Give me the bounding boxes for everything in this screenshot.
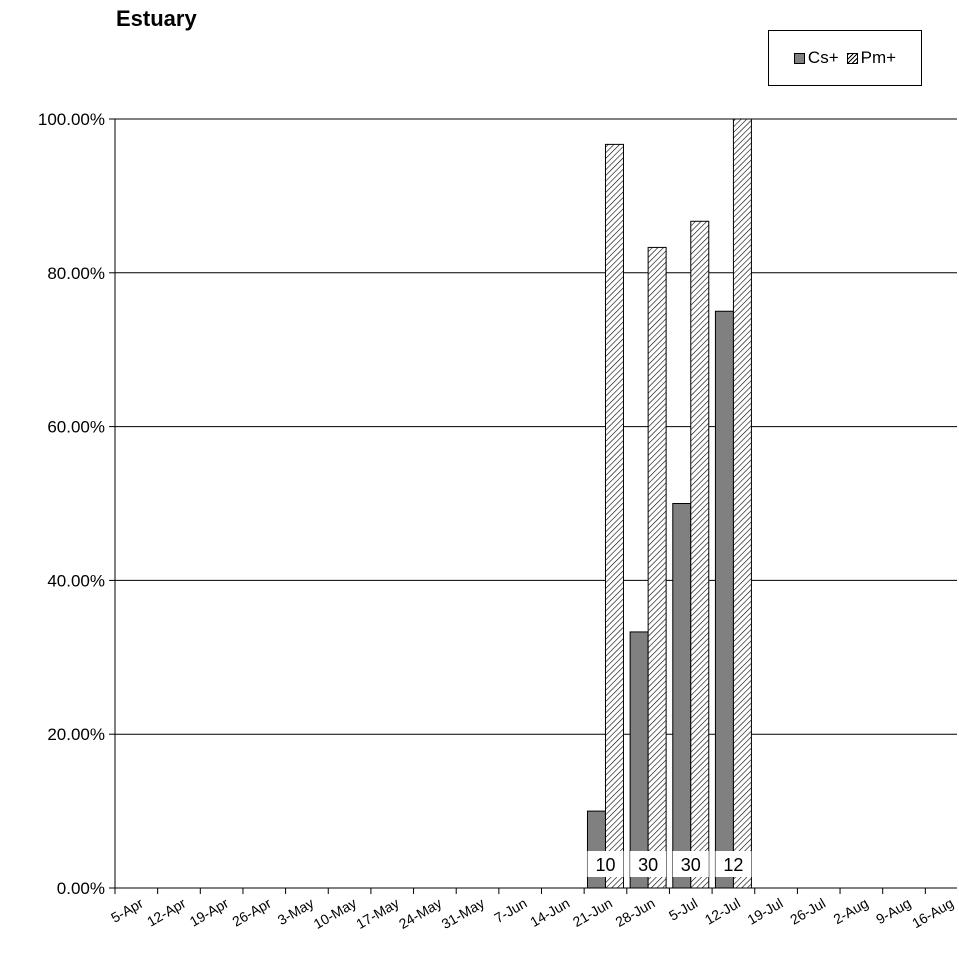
- x-tick-label: 7-Jun: [491, 895, 529, 926]
- x-tick-label: 2-Aug: [831, 895, 871, 928]
- x-tick-label: 5-Jul: [666, 895, 700, 924]
- x-tick-label: 12-Apr: [144, 895, 189, 930]
- x-tick-label: 5-Apr: [108, 895, 146, 926]
- chart-title: Estuary: [116, 6, 197, 31]
- y-tick-label: 60.00%: [47, 418, 105, 437]
- x-tick-label: 21-Jun: [570, 895, 615, 930]
- x-tick-label: 26-Jul: [787, 895, 828, 928]
- legend-swatch-pm: [846, 52, 858, 64]
- x-tick-label: 16-Aug: [909, 895, 956, 931]
- legend-swatch-cs: [793, 52, 805, 64]
- x-tick-label: 31-May: [439, 895, 487, 932]
- sample-size-box: [672, 851, 709, 877]
- x-tick-label: 28-Jun: [613, 895, 658, 930]
- x-tick-label: 9-Aug: [873, 895, 913, 928]
- bar-pm: [647, 246, 667, 889]
- bar-pm: [732, 118, 752, 889]
- legend-item-cs: Cs+: [793, 48, 839, 68]
- bar-pm: [604, 143, 624, 889]
- bar-cs: [629, 631, 649, 889]
- legend-item-pm: Pm+: [846, 48, 897, 68]
- x-tick-label: 17-May: [353, 895, 401, 932]
- sample-size-label: 30: [638, 855, 658, 875]
- x-tick-label: 12-Jul: [702, 895, 743, 928]
- y-tick-label: 40.00%: [47, 571, 105, 590]
- y-tick-label: 20.00%: [47, 725, 105, 744]
- legend-label-pm: Pm+: [860, 48, 897, 67]
- x-tick-label: 24-May: [396, 895, 444, 932]
- x-tick-label: 14-Jun: [527, 895, 572, 930]
- x-tick-label: 10-May: [311, 895, 359, 932]
- bar-cs: [714, 310, 734, 889]
- x-tick-label: 26-Apr: [229, 895, 274, 930]
- sample-size-box: [715, 851, 752, 877]
- y-tick-label: 100.00%: [38, 110, 105, 129]
- y-tick-label: 0.00%: [57, 879, 105, 898]
- sample-size-label: 30: [681, 855, 701, 875]
- x-tick-label: 19-Jul: [745, 895, 786, 928]
- sample-size-box: [630, 851, 667, 877]
- sample-size-box: [587, 851, 624, 877]
- bar-pm: [690, 220, 710, 889]
- chart-legend: Cs+ Pm+: [768, 30, 922, 86]
- legend-label-cs: Cs+: [807, 48, 839, 67]
- x-tick-label: 3-May: [275, 895, 317, 928]
- x-tick-label: 19-Apr: [187, 895, 232, 930]
- sample-size-label: 10: [595, 855, 615, 875]
- sample-size-label: 12: [723, 855, 743, 875]
- bar-cs: [672, 503, 692, 889]
- y-tick-label: 80.00%: [47, 264, 105, 283]
